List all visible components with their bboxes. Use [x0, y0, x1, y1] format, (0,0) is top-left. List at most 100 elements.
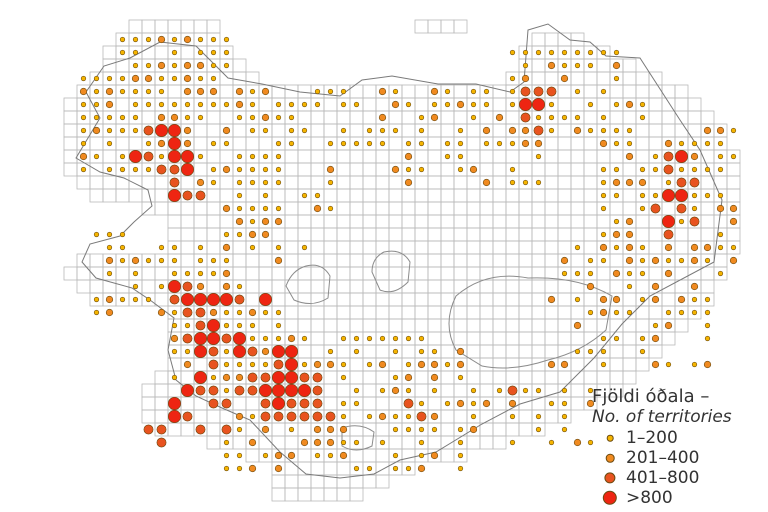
territory-dot: [587, 257, 594, 264]
grid-cell: [414, 19, 429, 34]
grid-cell: [544, 149, 559, 164]
grid-cell: [414, 227, 429, 242]
grid-cell: [440, 253, 455, 268]
territory-dot: [405, 335, 412, 342]
territory-dot: [234, 385, 245, 396]
grid-cell: [102, 149, 117, 164]
grid-cell: [271, 227, 286, 242]
territory-dot: [522, 179, 529, 186]
grid-cell: [284, 149, 299, 164]
territory-dot: [456, 347, 465, 356]
territory-dot: [183, 35, 192, 44]
grid-cell: [661, 201, 676, 216]
territory-dot: [131, 256, 140, 265]
grid-cell: [336, 305, 351, 320]
grid-cell: [518, 188, 533, 203]
grid-cell: [284, 266, 299, 281]
territory-dot: [729, 256, 738, 265]
grid-cell: [570, 357, 585, 372]
grid-cell: [414, 383, 429, 398]
territory-dot: [93, 309, 100, 316]
grid-cell: [232, 240, 247, 255]
grid-cell: [466, 123, 481, 138]
territory-dot: [600, 49, 607, 56]
territory-dot: [704, 296, 711, 303]
territory-dot: [171, 270, 178, 277]
grid-cell: [414, 253, 429, 268]
grid-cell: [427, 305, 442, 320]
grid-cell: [544, 188, 559, 203]
grid-cell: [531, 227, 546, 242]
territory-dot: [288, 101, 295, 108]
territory-dot: [403, 398, 414, 409]
grid-cell: [271, 123, 286, 138]
territory-dot: [236, 166, 243, 173]
grid-cell: [284, 188, 299, 203]
territory-dot: [470, 88, 477, 95]
grid-cell: [141, 409, 156, 424]
grid-cell: [531, 422, 546, 437]
grid-cell: [336, 487, 351, 502]
territory-dot: [613, 101, 620, 108]
territory-dot: [625, 217, 634, 226]
territory-dot: [639, 270, 646, 277]
territory-dot: [223, 452, 230, 459]
territory-dot: [613, 49, 620, 56]
territory-dot: [418, 335, 425, 342]
territory-dot: [561, 426, 568, 433]
grid-cell: [466, 175, 481, 190]
grid-cell: [180, 175, 195, 190]
grid-cell: [674, 84, 689, 99]
grid-cell: [154, 409, 169, 424]
territory-dot: [143, 125, 154, 136]
territory-dot: [275, 335, 282, 342]
territory-dot: [561, 413, 568, 420]
territory-dot: [613, 309, 620, 316]
territory-dot: [288, 426, 295, 433]
territory-dot: [261, 347, 270, 356]
grid-cell: [622, 162, 637, 177]
grid-cell: [401, 110, 416, 125]
grid-cell: [323, 188, 338, 203]
grid-cell: [349, 292, 364, 307]
grid-cell: [375, 149, 390, 164]
territory-dot: [145, 296, 152, 303]
territory-dot: [132, 101, 139, 108]
territory-dot: [405, 465, 412, 472]
territory-dot: [651, 256, 660, 265]
legend-swatch: [604, 472, 616, 484]
territory-dot: [639, 257, 646, 264]
grid-cell: [167, 214, 182, 229]
legend-label: >800: [626, 488, 673, 508]
grid-cell: [518, 227, 533, 242]
grid-cell: [297, 227, 312, 242]
territory-dot: [92, 126, 101, 135]
territory-dot: [119, 75, 126, 82]
grid-cell: [284, 227, 299, 242]
territory-dot: [223, 140, 230, 147]
grid-cell: [570, 175, 585, 190]
territory-dot: [143, 424, 154, 435]
territory-dot: [132, 166, 139, 173]
territory-dot: [132, 88, 139, 95]
grid-cell: [492, 344, 507, 359]
territory-dot: [248, 464, 257, 473]
grid-cell: [167, 422, 182, 437]
grid-cell: [635, 123, 650, 138]
territory-dot: [404, 373, 413, 382]
territory-dot: [249, 218, 256, 225]
territory-dot: [533, 86, 544, 97]
territory-dot: [195, 307, 206, 318]
grid-cell: [479, 357, 494, 372]
grid-cell: [583, 318, 598, 333]
grid-cell: [453, 448, 468, 463]
grid-cell: [362, 279, 377, 294]
territory-dot: [197, 114, 204, 121]
grid-cell: [167, 383, 182, 398]
territory-dot: [689, 216, 700, 227]
grid-cell: [336, 214, 351, 229]
territory-dot: [678, 309, 685, 316]
grid-cell: [427, 266, 442, 281]
territory-dot: [496, 387, 503, 394]
glacier-myrdalsjokull: [341, 425, 375, 451]
